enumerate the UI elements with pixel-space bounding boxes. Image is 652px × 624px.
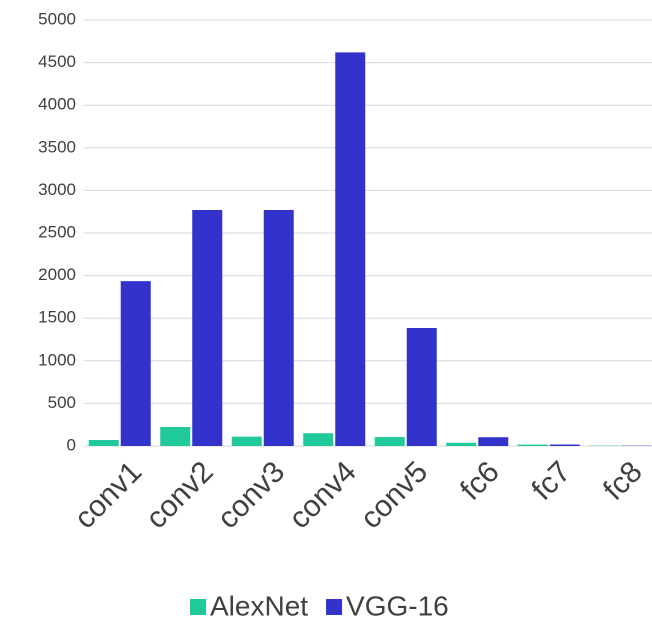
legend-swatch bbox=[326, 599, 343, 615]
bar bbox=[192, 209, 223, 446]
bar bbox=[263, 209, 294, 446]
x-tick-label: conv3 bbox=[211, 455, 291, 535]
bar bbox=[374, 437, 405, 446]
y-tick-label: 2000 bbox=[38, 265, 76, 284]
x-tick-label: conv1 bbox=[68, 455, 148, 535]
y-tick-label: 1000 bbox=[38, 350, 76, 369]
bar bbox=[120, 281, 151, 446]
x-tick-label: conv2 bbox=[140, 455, 220, 535]
y-tick-label: 4000 bbox=[38, 95, 76, 114]
bar bbox=[549, 444, 580, 446]
y-tick-label: 3500 bbox=[38, 137, 76, 156]
bar bbox=[517, 444, 548, 446]
bar bbox=[478, 437, 509, 446]
y-tick-label: 3000 bbox=[38, 180, 76, 199]
x-tick-label: fc6 bbox=[454, 455, 506, 507]
y-tick-label: 0 bbox=[67, 435, 76, 454]
bar bbox=[303, 433, 334, 446]
bar bbox=[446, 442, 477, 446]
legend-swatch bbox=[190, 599, 206, 615]
y-tick-label: 500 bbox=[48, 393, 76, 412]
x-tick-label: fc8 bbox=[597, 455, 649, 507]
y-tick-label: 1500 bbox=[38, 308, 76, 327]
bar bbox=[160, 427, 191, 446]
bar bbox=[335, 52, 366, 446]
y-tick-label: 4500 bbox=[38, 52, 76, 71]
legend-label: VGG-16 bbox=[346, 590, 449, 621]
bar bbox=[231, 436, 262, 446]
y-tick-label: 2500 bbox=[38, 222, 76, 241]
x-tick-label: fc7 bbox=[526, 455, 578, 507]
y-tick-label: 5000 bbox=[38, 9, 76, 28]
x-tick-label: conv5 bbox=[354, 455, 434, 535]
legend-label: AlexNet bbox=[210, 590, 308, 621]
x-tick-label: conv4 bbox=[283, 455, 363, 535]
bar bbox=[88, 440, 119, 446]
bar bbox=[406, 327, 437, 446]
